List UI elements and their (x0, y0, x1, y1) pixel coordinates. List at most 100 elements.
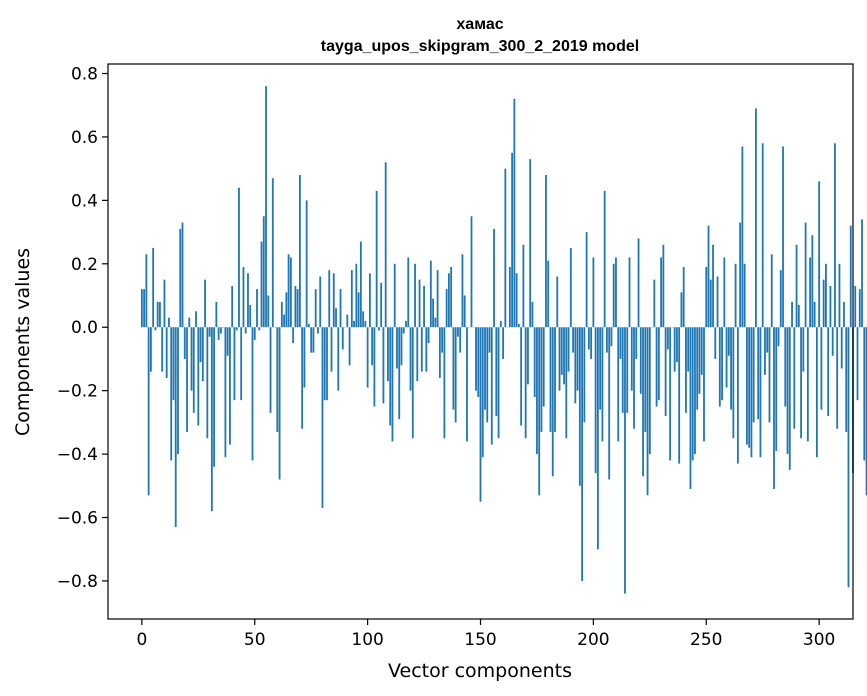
bar-component-310 (840, 327, 843, 369)
bar-component-206 (606, 327, 608, 353)
bar-component-110 (389, 327, 392, 426)
bar-component-139 (454, 327, 457, 423)
bar-component-43 (238, 187, 240, 328)
bar-component-113 (396, 327, 398, 369)
bar-component-282 (777, 327, 780, 347)
bar-component-256 (718, 327, 721, 407)
bar-component-167 (517, 324, 520, 328)
bar-component-321 (865, 327, 867, 496)
bar-component-32 (213, 327, 216, 467)
bar-component-70 (298, 175, 301, 328)
bar-component-85 (332, 273, 335, 328)
bar-component-148 (475, 327, 477, 391)
bar-component-208 (610, 327, 613, 347)
bar-component-51 (256, 289, 258, 328)
bar-component-269 (748, 327, 751, 448)
bar-component-197 (585, 232, 588, 328)
bar-component-23 (192, 327, 195, 413)
y-tick-label: −0.6 (57, 509, 98, 529)
bar-component-233 (666, 327, 669, 350)
bar-component-257 (721, 327, 723, 401)
bar-component-14 (172, 327, 175, 401)
bar-component-83 (328, 270, 331, 328)
bar-component-211 (617, 327, 620, 442)
bar-component-270 (750, 327, 753, 458)
bar-component-114 (398, 327, 401, 420)
bar-component-40 (231, 286, 234, 328)
bar-component-188 (565, 327, 568, 439)
bar-component-61 (278, 327, 281, 480)
bar-component-130 (434, 317, 437, 328)
bar-component-305 (829, 286, 832, 328)
bar-component-121 (414, 263, 416, 328)
bar-component-319 (861, 219, 863, 328)
bar-component-225 (648, 327, 651, 455)
bar-component-193 (576, 327, 579, 391)
bar-component-39 (229, 327, 231, 445)
bar-component-17 (179, 228, 182, 328)
bar-component-41 (233, 327, 236, 401)
bar-component-174 (533, 327, 536, 397)
bar-component-248 (700, 327, 703, 375)
bar-component-15 (174, 327, 177, 528)
bar-component-294 (804, 222, 807, 328)
bar-component-205 (603, 190, 606, 328)
bar-component-216 (628, 257, 631, 328)
bar-component-217 (630, 327, 633, 391)
bar-component-11 (165, 327, 168, 378)
bar-component-296 (809, 257, 812, 328)
bar-component-223 (644, 327, 647, 432)
bar-component-140 (457, 327, 459, 337)
bar-component-180 (547, 260, 550, 328)
y-tick-label: 0.0 (71, 318, 98, 338)
bar-component-58 (271, 178, 274, 328)
bar-component-68 (294, 286, 297, 328)
bar-component-258 (723, 257, 726, 328)
y-axis-ticks: −0.8 −0.6 −0.4 −0.2 0.0 0.2 0.4 0.6 0.8 (57, 65, 108, 592)
bar-component-176 (538, 327, 541, 496)
y-tick-label: −0.8 (57, 572, 98, 592)
bar-component-307 (834, 143, 836, 328)
bar-component-94 (353, 320, 355, 328)
bar-component-98 (362, 311, 365, 328)
bar-component-49 (251, 327, 254, 461)
bar-component-212 (619, 327, 622, 359)
bar-component-152 (484, 327, 486, 410)
bar-component-75 (310, 327, 313, 353)
bar-component-33 (215, 301, 218, 328)
bar-component-26 (199, 327, 202, 363)
bar-component-161 (504, 168, 507, 328)
bar-component-320 (863, 327, 866, 461)
bar-component-46 (244, 327, 247, 334)
bar-component-19 (183, 327, 186, 359)
bar-component-179 (545, 175, 547, 328)
bar-component-25 (197, 327, 200, 426)
bar-component-255 (716, 276, 719, 328)
bar-component-297 (811, 235, 814, 328)
bar-component-222 (642, 327, 644, 477)
bar-component-127 (427, 327, 430, 344)
bar-component-191 (572, 327, 574, 353)
bar-component-268 (745, 327, 748, 445)
bar-component-215 (626, 327, 629, 413)
bar-component-171 (527, 327, 529, 385)
bar-component-95 (355, 263, 358, 328)
bar-component-267 (743, 263, 746, 328)
bar-component-184 (556, 276, 559, 328)
bar-component-125 (423, 286, 425, 328)
bar-component-292 (800, 327, 802, 439)
bar-component-286 (786, 327, 789, 455)
bar-component-316 (854, 286, 857, 328)
bar-component-213 (621, 327, 624, 413)
y-axis-label: Components values (12, 248, 34, 436)
bar-component-16 (177, 327, 179, 455)
bar-component-300 (818, 181, 821, 328)
bar-component-92 (348, 327, 351, 366)
bars-group (140, 86, 867, 594)
bar-component-194 (578, 327, 581, 486)
bar-component-136 (447, 273, 450, 328)
bar-component-144 (466, 327, 468, 442)
bar-component-227 (653, 279, 656, 328)
bar-component-60 (276, 327, 279, 432)
bar-component-72 (303, 327, 306, 388)
